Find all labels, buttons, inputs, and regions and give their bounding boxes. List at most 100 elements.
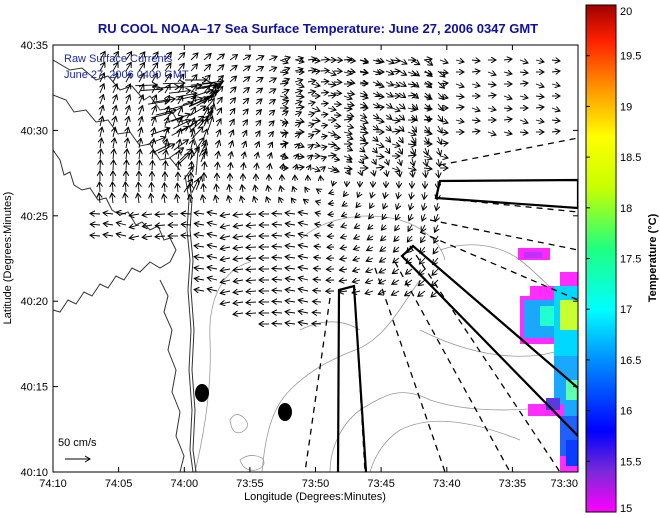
current-vector [164, 63, 171, 72]
current-vector [189, 106, 206, 117]
sst-pixels [518, 248, 578, 472]
current-vector [360, 159, 364, 164]
current-vector [178, 128, 181, 138]
current-vector [126, 127, 128, 138]
current-vector [419, 257, 426, 264]
current-vector [432, 268, 439, 275]
current-vector [269, 164, 270, 171]
current-vector [487, 95, 496, 96]
current-vector [165, 150, 166, 160]
current-vector [242, 55, 251, 61]
current-vector [327, 168, 336, 170]
current-vector [397, 202, 399, 209]
current-vector [139, 138, 141, 149]
x-tick-label: 74:10 [39, 478, 67, 490]
current-vector [151, 74, 157, 83]
current-vector [139, 149, 140, 160]
current-vector [399, 147, 402, 154]
current-vector [519, 96, 528, 98]
current-vector [216, 54, 224, 61]
current-vector [268, 78, 276, 82]
current-vector [311, 131, 320, 132]
current-vector [207, 267, 218, 269]
current-vector [125, 62, 131, 72]
current-vector [307, 102, 315, 104]
current-vector [172, 103, 193, 109]
current-vector [220, 291, 231, 293]
current-vector [407, 235, 412, 242]
temperature-colorbar: 20 19.5 19 18.5 18 17.5 17 16.5 16 15.5 15 Tempera… [585, 4, 659, 515]
current-vector [365, 291, 374, 294]
current-vector [425, 158, 427, 166]
current-vector [421, 224, 425, 232]
current-vector [328, 203, 335, 204]
current-vector [243, 141, 246, 149]
current-vector [519, 60, 528, 63]
current-vector [487, 84, 496, 85]
current-vector [90, 235, 101, 236]
current-vector [220, 247, 231, 249]
current-vector [398, 115, 405, 120]
current-vector [423, 202, 425, 210]
current-vector [307, 134, 314, 137]
current-vector [233, 225, 244, 227]
current-vector [215, 195, 217, 204]
current-vector [535, 107, 544, 108]
current-vector [217, 151, 219, 160]
current-vector [151, 194, 152, 204]
current-vector [190, 64, 197, 72]
current-vector [233, 302, 244, 303]
current-vector [112, 73, 118, 83]
current-vector [272, 257, 283, 258]
current-vector [385, 82, 393, 86]
x-axis-label: Longitude (Degrees:Minutes) [244, 491, 386, 503]
current-vector [125, 73, 131, 83]
current-vector [313, 268, 322, 269]
current-vector [220, 269, 231, 271]
current-vector [151, 63, 158, 72]
current-vector [151, 52, 158, 61]
current-vector [229, 76, 237, 83]
current-vector [411, 191, 412, 199]
current-vector [386, 126, 391, 131]
current-vector [294, 90, 302, 93]
current-vector [220, 236, 231, 238]
current-vector [320, 92, 328, 93]
current-vector [340, 247, 348, 249]
current-vector [379, 280, 387, 284]
current-vector [385, 60, 394, 63]
current-vector [100, 127, 102, 138]
current-vector [269, 153, 271, 160]
current-vector [272, 290, 283, 291]
current-vector [243, 120, 247, 127]
current-vector [471, 71, 480, 72]
current-vector [266, 197, 269, 204]
current-vector [431, 290, 439, 297]
x-tick-label: 73:30 [550, 478, 578, 490]
current-vector [138, 84, 144, 94]
current-vector [341, 236, 348, 238]
current-vector [152, 161, 153, 171]
coastline [53, 59, 199, 472]
current-vector [353, 247, 361, 250]
current-vector [207, 117, 212, 131]
current-vector [113, 106, 116, 116]
current-vector [320, 114, 328, 115]
current-vector [139, 160, 140, 171]
current-vector [295, 156, 304, 157]
current-vector [139, 95, 143, 105]
current-vector [168, 91, 191, 94]
current-vector [103, 223, 114, 225]
current-vector [342, 203, 347, 206]
colorbar-tick-label: 17.5 [620, 254, 641, 266]
current-vector [425, 169, 426, 177]
surface-current-vectors [90, 51, 560, 324]
current-vector [295, 144, 304, 147]
current-vector [391, 84, 400, 86]
current-vector [439, 132, 448, 133]
current-vector [272, 301, 283, 302]
current-vector [190, 96, 196, 105]
current-vector [194, 268, 205, 269]
current-vector [256, 131, 260, 138]
current-vector [216, 184, 217, 193]
